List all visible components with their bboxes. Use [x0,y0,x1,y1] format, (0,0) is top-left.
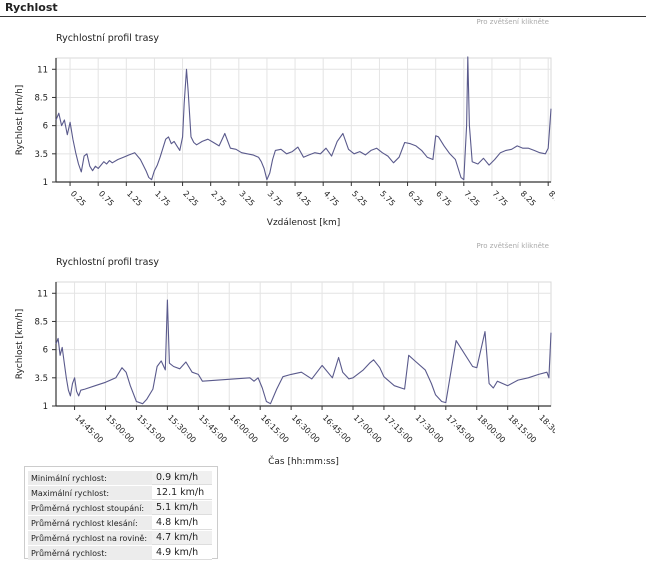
y-tick-label: 6 [43,346,48,356]
x-tick-label: 16:45:00 [321,413,353,445]
stat-label: Průměrná rychlost: [28,546,152,560]
y-tick-label: 6 [43,122,48,132]
x-tick-label: 2.75 [209,189,228,208]
x-tick-label: 8.25 [519,189,538,208]
x-tick-label: 18:15:00 [506,413,538,445]
stat-label: Průměrná rychlost na rovině: [28,531,152,545]
x-tick-label: 6.75 [434,189,453,208]
x-tick-label: 8.75 [547,189,555,208]
y-axis-label: Rychlost [km/h] [15,85,25,156]
x-tick-label: 4.25 [294,189,313,208]
x-tick-label: 1.75 [153,189,172,208]
stat-value: 12.1 km/h [152,486,212,500]
x-tick-label: 18:30:00 [537,413,555,445]
section-header: Rychlost [0,0,646,17]
stat-label: Minimální rychlost: [28,471,152,485]
stat-row-flat: Průměrná rychlost na rovině: 4.7 km/h [28,531,212,545]
x-tick-label: 15:45:00 [197,413,229,445]
x-tick-label: 7.75 [491,189,510,208]
x-tick-label: 0.75 [97,189,116,208]
chart-plot: 1 3.5 6 8.5 11 0.25 0.75 1.25 1.75 2.25 2.75 3.25 3.… [15,56,555,228]
y-tick-label: 11 [37,289,48,299]
x-tick-label: 15:30:00 [166,413,198,445]
x-tick-label: 5.75 [378,189,397,208]
x-tick-label: 16:15:00 [259,413,291,445]
stat-value: 4.9 km/h [152,546,212,560]
stat-row-descent: Průměrná rychlost klesání: 4.8 km/h [28,516,212,530]
y-tick-label: 11 [37,65,48,75]
stat-row-max: Maximální rychlost: 12.1 km/h [28,486,212,500]
section-title: Rychlost [5,1,58,14]
y-tick-label: 1 [43,178,48,188]
x-tick-label: 17:00:00 [352,413,384,445]
plot-area [55,281,552,407]
y-tick-label: 8.5 [34,93,48,103]
x-tick-label: 2.25 [181,189,200,208]
chart-plot: 1 3.5 6 8.5 11 14:45:00 15:00:00 15:15:00 15:30:… [15,281,555,467]
y-tick-label: 1 [43,402,48,412]
stat-value: 0.9 km/h [152,471,212,485]
speed-series-line [55,299,552,405]
chart-title: Rychlostní profil trasy [56,33,159,44]
x-tick-label: 6.25 [406,189,425,208]
chart-title: Rychlostní profil trasy [56,257,159,268]
stat-label: Průměrná rychlost klesání: [28,516,152,530]
x-tick-label: 18:00:00 [475,413,507,445]
zoom-hint[interactable]: Pro zvětšení klikněte [476,18,549,26]
x-tick-label: 15:00:00 [104,413,136,445]
y-axis-label: Rychlost [km/h] [15,309,25,380]
stat-row-climb: Průměrná rychlost stoupání: 5.1 km/h [28,501,212,515]
y-tick-label: 3.5 [34,150,48,160]
time-speed-chart[interactable]: Pro zvětšení klikněte Rychlostní profil … [8,242,555,470]
stat-row-min: Minimální rychlost: 0.9 km/h [28,471,212,485]
x-tick-label: 16:30:00 [290,413,322,445]
stat-row-avg: Průměrná rychlost: 4.9 km/h [28,546,212,560]
stat-value: 5.1 km/h [152,501,212,515]
x-axis-label: Čas [hh:mm:ss] [268,455,339,467]
x-tick-label: 17:45:00 [444,413,476,445]
x-tick-label: 14:45:00 [73,413,105,445]
x-tick-label: 3.25 [237,189,256,208]
y-tick-label: 3.5 [34,374,48,384]
x-tick-label: 0.25 [69,189,88,208]
x-tick-label: 15:15:00 [135,413,167,445]
x-tick-label: 4.75 [322,189,341,208]
stat-label: Průměrná rychlost stoupání: [28,501,152,515]
x-tick-label: 7.25 [462,189,481,208]
speed-stats-table: Minimální rychlost: 0.9 km/h Maximální ry… [28,470,212,561]
x-tick-label: 16:00:00 [228,413,260,445]
distance-speed-chart[interactable]: Pro zvětšení klikněte Rychlostní profil … [8,18,555,246]
stat-value: 4.8 km/h [152,516,212,530]
zoom-hint[interactable]: Pro zvětšení klikněte [476,242,549,250]
y-tick-label: 8.5 [34,317,48,327]
x-tick-label: 5.25 [350,189,369,208]
x-tick-label: 17:15:00 [383,413,415,445]
stat-label: Maximální rychlost: [28,486,152,500]
x-tick-label: 1.25 [125,189,144,208]
stat-value: 4.7 km/h [152,531,212,545]
x-tick-label: 17:30:00 [413,413,445,445]
speed-series-line [55,56,552,181]
x-axis-label: Vzdálenost [km] [267,218,340,228]
x-tick-label: 3.75 [266,189,285,208]
